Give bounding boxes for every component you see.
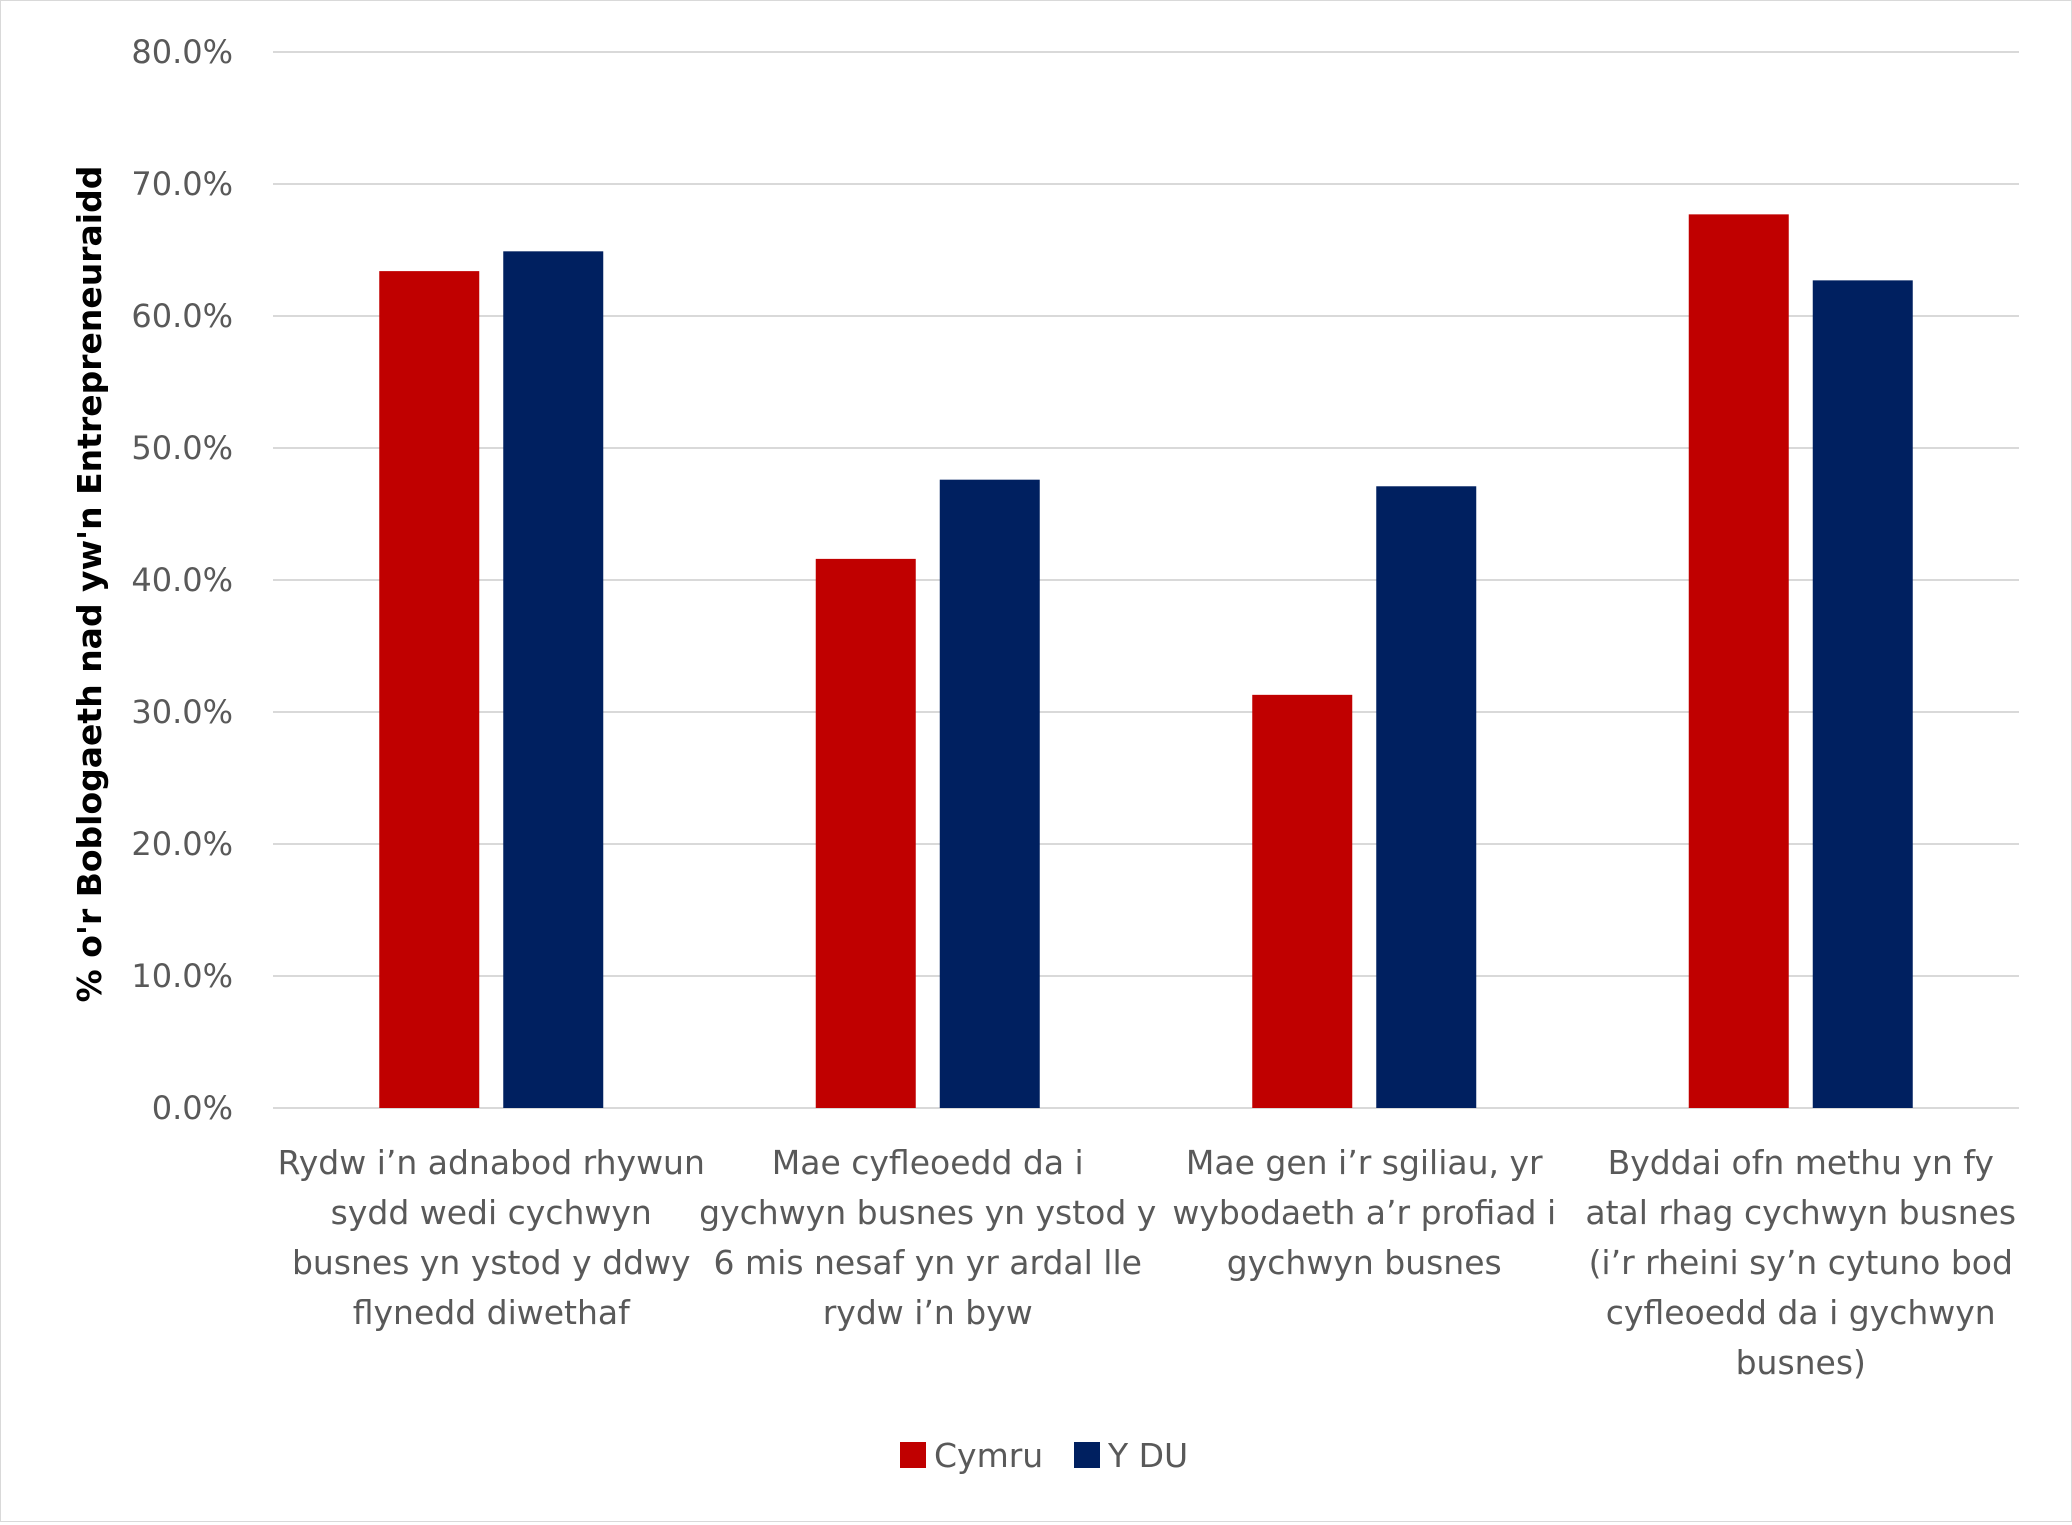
x-category-label-line: atal rhag cychwyn busnes	[1585, 1193, 2016, 1232]
bar-y-du-1	[503, 251, 604, 1108]
x-category-label-line: busnes yn ystod y ddwy	[292, 1243, 691, 1282]
x-category-label-line: Mae cyfleoedd da i	[772, 1143, 1084, 1182]
y-tick-label: 60.0%	[131, 297, 233, 335]
y-tick-label: 50.0%	[131, 429, 233, 467]
x-category-label-line: sydd wedi cychwyn	[331, 1193, 652, 1232]
bar-cymru-3	[1252, 694, 1353, 1108]
x-category-label-line: (i’r rheini sy’n cytuno bod	[1589, 1243, 2013, 1282]
x-category-label: Mae cyfleoedd da i gychwyn busnes yn ysto…	[699, 1143, 1156, 1332]
x-category-label-line: Byddai ofn methu yn fy	[1608, 1143, 1994, 1182]
x-category-label: Byddai ofn methu yn fy atal rhag cychwyn …	[1585, 1143, 2016, 1382]
bar-y-du-2	[939, 479, 1040, 1108]
y-tick-label: 80.0%	[131, 33, 233, 71]
legend: Cymru Y DU	[900, 1436, 1188, 1475]
x-category-label-line: gychwyn busnes	[1227, 1243, 1502, 1282]
legend-swatch-cymru	[900, 1442, 926, 1468]
x-category-label-line: busnes)	[1736, 1343, 1866, 1382]
x-category-label-line: wybodaeth a’r profiad i	[1172, 1193, 1556, 1232]
x-category-label-line: 6 mis nesaf yn yr ardal lle	[714, 1243, 1142, 1282]
y-tick-label: 10.0%	[131, 957, 233, 995]
y-tick-label: 30.0%	[131, 693, 233, 731]
y-tick-label: 70.0%	[131, 165, 233, 203]
x-category-label-line: flynedd diwethaf	[353, 1293, 631, 1332]
bar-cymru-1	[379, 271, 480, 1108]
x-category-label-line: Rydw i’n adnabod rhywun	[278, 1143, 705, 1182]
x-category-label-line: Mae gen i’r sgiliau, yr	[1186, 1143, 1543, 1182]
legend-label-cymru: Cymru	[934, 1436, 1043, 1475]
bar-y-du-4	[1812, 280, 1913, 1108]
y-tick-label: 20.0%	[131, 825, 233, 863]
legend-swatch-y-du	[1074, 1442, 1100, 1468]
x-category-label: Rydw i’n adnabod rhywun sydd wedi cychwyn…	[278, 1143, 705, 1332]
bars	[379, 214, 1913, 1109]
legend-label-y-du: Y DU	[1107, 1436, 1188, 1475]
y-tick-label: 0.0%	[152, 1089, 233, 1127]
bar-cymru-4	[1688, 214, 1789, 1109]
bar-cymru-2	[815, 558, 916, 1108]
x-category-label-line: rydw i’n byw	[823, 1293, 1033, 1332]
x-category-label-line: gychwyn busnes yn ystod y	[699, 1193, 1156, 1232]
y-axis-ticks: 0.0% 10.0% 20.0% 30.0% 40.0% 50.0% 60.0% 70.0% 8…	[131, 33, 233, 1127]
x-axis-categories: Rydw i’n adnabod rhywun sydd wedi cychwyn…	[278, 1143, 2017, 1382]
bar-y-du-3	[1376, 486, 1477, 1108]
y-tick-label: 40.0%	[131, 561, 233, 599]
x-category-label: Mae gen i’r sgiliau, yr wybodaeth a’r pro…	[1172, 1143, 1556, 1282]
x-category-label-line: cyfleoedd da i gychwyn	[1606, 1293, 1996, 1332]
y-axis-title: % o'r Boblogaeth nad yw'n Entrepreneurai…	[70, 166, 109, 1003]
